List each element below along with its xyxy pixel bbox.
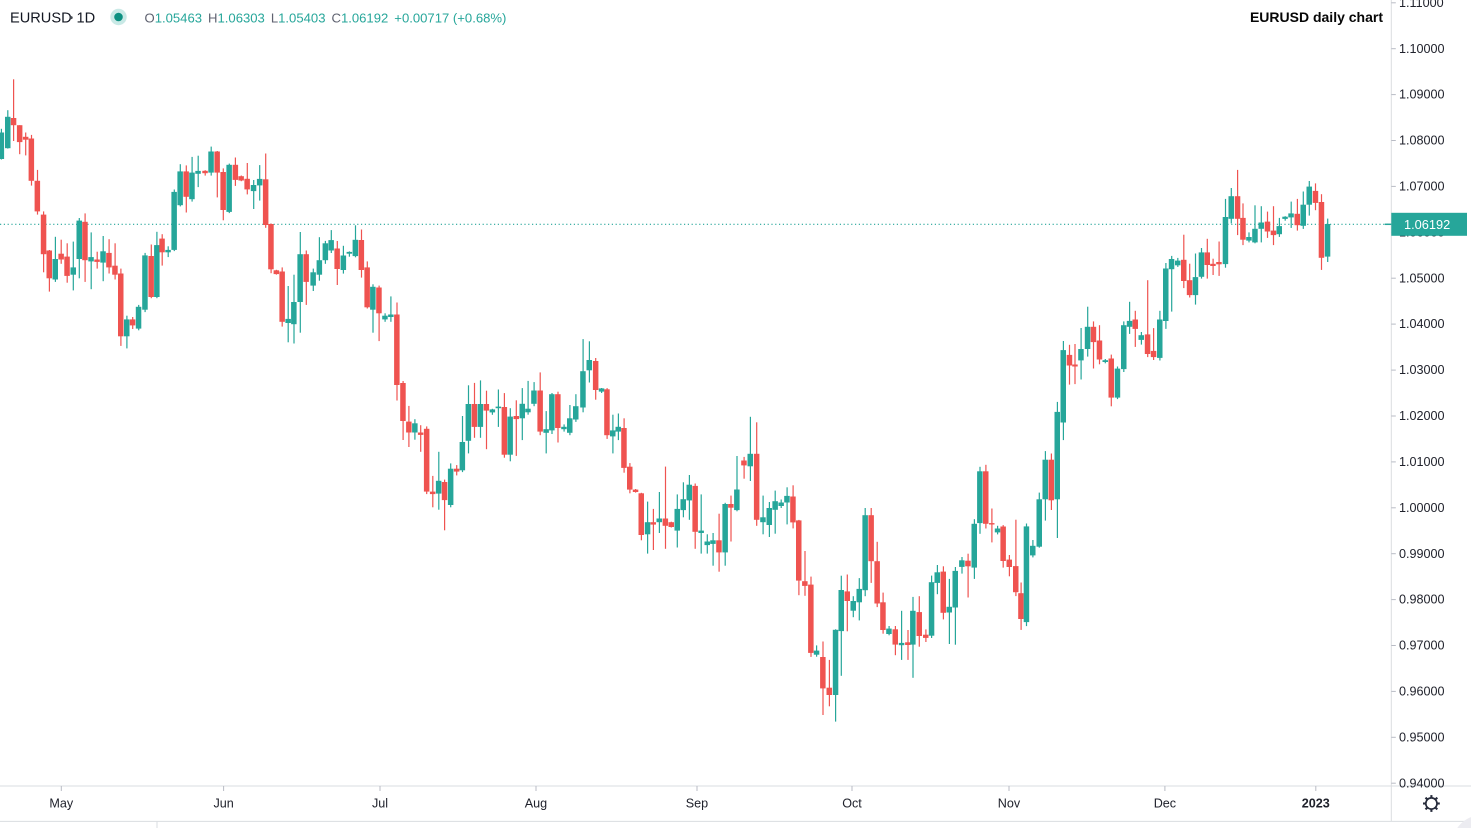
svg-text:EURUSD daily chart: EURUSD daily chart xyxy=(1250,9,1383,25)
svg-text:Nov: Nov xyxy=(998,797,1021,811)
svg-text:1.08000: 1.08000 xyxy=(1399,134,1445,148)
svg-text:2023: 2023 xyxy=(1302,797,1330,811)
svg-text:Sep: Sep xyxy=(686,797,708,811)
svg-text:0.96000: 0.96000 xyxy=(1399,685,1445,699)
svg-text:Aug: Aug xyxy=(525,797,547,811)
svg-text:1.07000: 1.07000 xyxy=(1399,180,1445,194)
svg-text:1.00000: 1.00000 xyxy=(1399,501,1445,515)
svg-text:0.95000: 0.95000 xyxy=(1399,730,1445,744)
svg-text:0.99000: 0.99000 xyxy=(1399,547,1445,561)
svg-text:0.97000: 0.97000 xyxy=(1399,639,1445,653)
svg-text:1.01000: 1.01000 xyxy=(1399,455,1445,469)
svg-text:1.02000: 1.02000 xyxy=(1399,409,1445,423)
svg-text:1.06192: 1.06192 xyxy=(1404,217,1450,232)
svg-text:1.05000: 1.05000 xyxy=(1399,271,1445,285)
svg-text:Jul: Jul xyxy=(372,797,388,811)
svg-text:0.98000: 0.98000 xyxy=(1399,593,1445,607)
svg-text:Jun: Jun xyxy=(213,797,233,811)
svg-text:0.94000: 0.94000 xyxy=(1399,776,1445,790)
svg-text:May: May xyxy=(49,797,73,811)
svg-text:1.03000: 1.03000 xyxy=(1399,363,1445,377)
svg-text:1.04000: 1.04000 xyxy=(1399,317,1445,331)
svg-text:1.11000: 1.11000 xyxy=(1399,0,1444,10)
svg-text:EURUSD: EURUSD xyxy=(10,11,72,27)
svg-text:1D: 1D xyxy=(77,11,96,27)
svg-text:1.10000: 1.10000 xyxy=(1399,42,1445,56)
svg-text:Oct: Oct xyxy=(842,797,862,811)
svg-text:1.09000: 1.09000 xyxy=(1399,88,1445,102)
svg-text:Dec: Dec xyxy=(1154,797,1176,811)
